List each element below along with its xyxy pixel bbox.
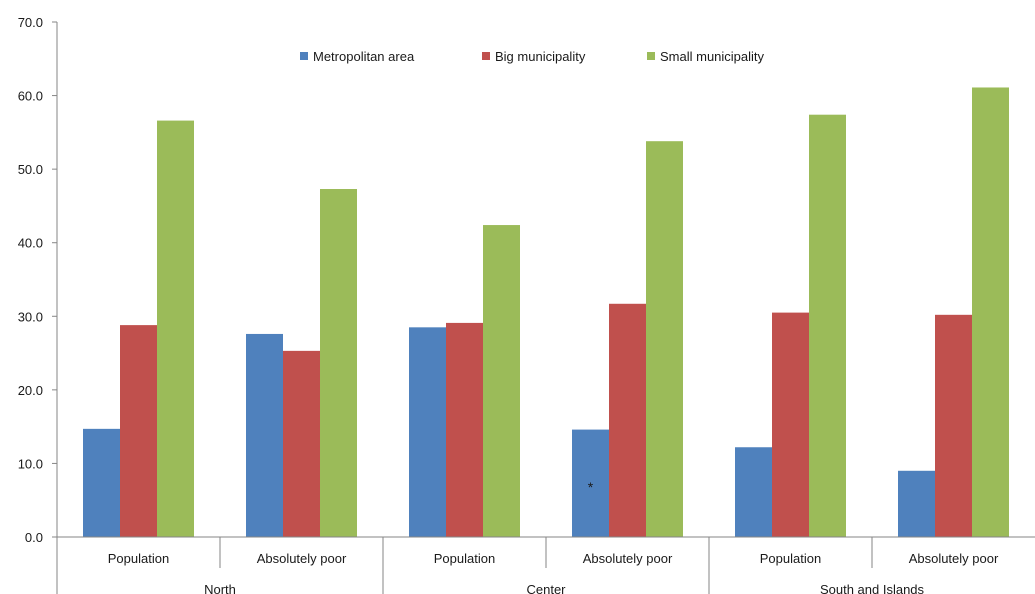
y-tick-label: 40.0 — [18, 236, 43, 251]
bar-metropolitan-area — [735, 447, 772, 537]
bar-metropolitan-area — [572, 429, 609, 537]
bar-small-municipality — [320, 189, 357, 537]
x-category-label: Absolutely poor — [909, 551, 999, 566]
x-axis-category-labels: Population Absolutely poor Population Absol… — [108, 551, 999, 566]
bar-small-municipality — [809, 114, 846, 537]
bar-metropolitan-area — [83, 428, 120, 537]
y-tick-label: 20.0 — [18, 383, 43, 398]
x-category-label: Population — [108, 551, 169, 566]
x-category-label: Population — [760, 551, 821, 566]
x-group-label: Center — [526, 582, 566, 594]
x-group-label: South and Islands — [820, 582, 925, 594]
annotations: * — [588, 479, 594, 495]
bar-small-municipality — [483, 225, 520, 538]
legend-label: Small municipality — [660, 49, 765, 64]
y-tick-label: 70.0 — [18, 15, 43, 30]
bar-big-municipality — [446, 322, 483, 537]
legend-label: Metropolitan area — [313, 49, 415, 64]
bar-metropolitan-area — [246, 333, 283, 537]
x-group-label: North — [204, 582, 236, 594]
legend: Metropolitan area Big municipality Small m… — [300, 49, 765, 64]
bar-metropolitan-area — [409, 327, 446, 537]
legend-swatch — [482, 52, 490, 60]
legend-swatch — [647, 52, 655, 60]
y-tick-label: 60.0 — [18, 89, 43, 104]
bar-small-municipality — [972, 87, 1009, 537]
x-category-label: Absolutely poor — [583, 551, 673, 566]
x-axis-ticks — [219, 537, 873, 594]
bar-big-municipality — [283, 350, 320, 537]
bar-small-municipality — [157, 120, 194, 537]
bar-small-municipality — [646, 141, 683, 537]
legend-label: Big municipality — [495, 49, 586, 64]
bar-big-municipality — [772, 312, 809, 537]
y-tick-label: 0.0 — [25, 530, 43, 545]
bar-big-municipality — [120, 325, 157, 537]
y-tick-label: 50.0 — [18, 162, 43, 177]
bar-metropolitan-area — [898, 470, 935, 537]
x-axis-group-labels: North Center South and Islands — [204, 582, 924, 594]
x-category-label: Absolutely poor — [257, 551, 347, 566]
y-tick-label: 30.0 — [18, 309, 43, 324]
y-axis: 0.0 10.0 20.0 30.0 40.0 50.0 60.0 70.0 — [18, 15, 58, 594]
legend-swatch — [300, 52, 308, 60]
bars — [83, 87, 1009, 538]
x-axis: Population Absolutely poor Population Absol… — [57, 536, 1035, 594]
y-axis-ticks: 0.0 10.0 20.0 30.0 40.0 50.0 60.0 70.0 — [18, 15, 57, 545]
annotation-marker: * — [588, 479, 594, 495]
y-tick-label: 10.0 — [18, 456, 43, 471]
x-category-label: Population — [434, 551, 495, 566]
bar-big-municipality — [609, 303, 646, 537]
bar-big-municipality — [935, 314, 972, 537]
